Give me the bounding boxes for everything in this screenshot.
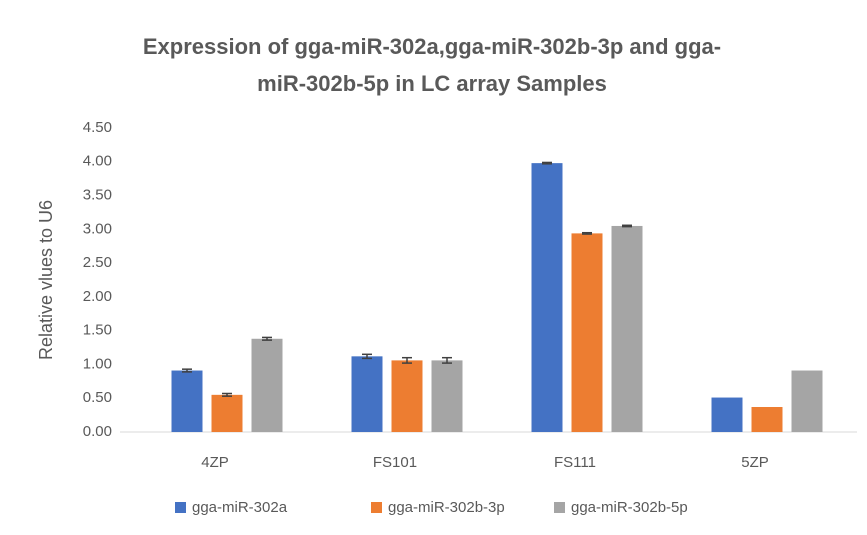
legend-label: gga-miR-302b-3p bbox=[388, 499, 505, 516]
x-tick-label: FS111 bbox=[554, 454, 596, 471]
bar bbox=[751, 407, 783, 432]
legend-swatch bbox=[554, 502, 565, 513]
y-tick-label: 0.50 bbox=[83, 389, 112, 406]
bar bbox=[611, 225, 643, 432]
y-tick-label: 2.00 bbox=[83, 288, 112, 305]
y-tick-label: 2.50 bbox=[83, 254, 112, 271]
x-tick-label: 4ZP bbox=[201, 454, 229, 471]
bar bbox=[251, 338, 283, 432]
y-tick-label: 0.00 bbox=[83, 423, 112, 440]
y-tick-label: 1.50 bbox=[83, 322, 112, 339]
y-tick-label: 3.00 bbox=[83, 220, 112, 237]
bar bbox=[171, 370, 203, 432]
y-tick-label: 4.50 bbox=[83, 119, 112, 136]
legend-label: gga-miR-302b-5p bbox=[571, 499, 688, 516]
bar bbox=[711, 397, 743, 432]
x-tick-label: 5ZP bbox=[741, 454, 769, 471]
legend-label: gga-miR-302a bbox=[192, 499, 288, 516]
y-tick-label: 3.50 bbox=[83, 187, 112, 204]
bar bbox=[791, 370, 823, 432]
bar bbox=[431, 360, 463, 432]
chart-title: Expression of gga-miR-302a,gga-miR-302b-… bbox=[143, 34, 721, 59]
bar bbox=[351, 356, 383, 432]
chart-title: miR-302b-5p in LC array Samples bbox=[257, 71, 607, 96]
bar bbox=[571, 233, 603, 432]
legend-swatch bbox=[371, 502, 382, 513]
bar bbox=[391, 360, 423, 432]
legend-swatch bbox=[175, 502, 186, 513]
y-axis-title: Relative vlues to U6 bbox=[36, 200, 56, 360]
y-tick-label: 1.00 bbox=[83, 355, 112, 372]
x-tick-label: FS101 bbox=[373, 454, 417, 471]
bar bbox=[531, 163, 563, 432]
y-tick-label: 4.00 bbox=[83, 153, 112, 170]
bar bbox=[211, 394, 243, 432]
